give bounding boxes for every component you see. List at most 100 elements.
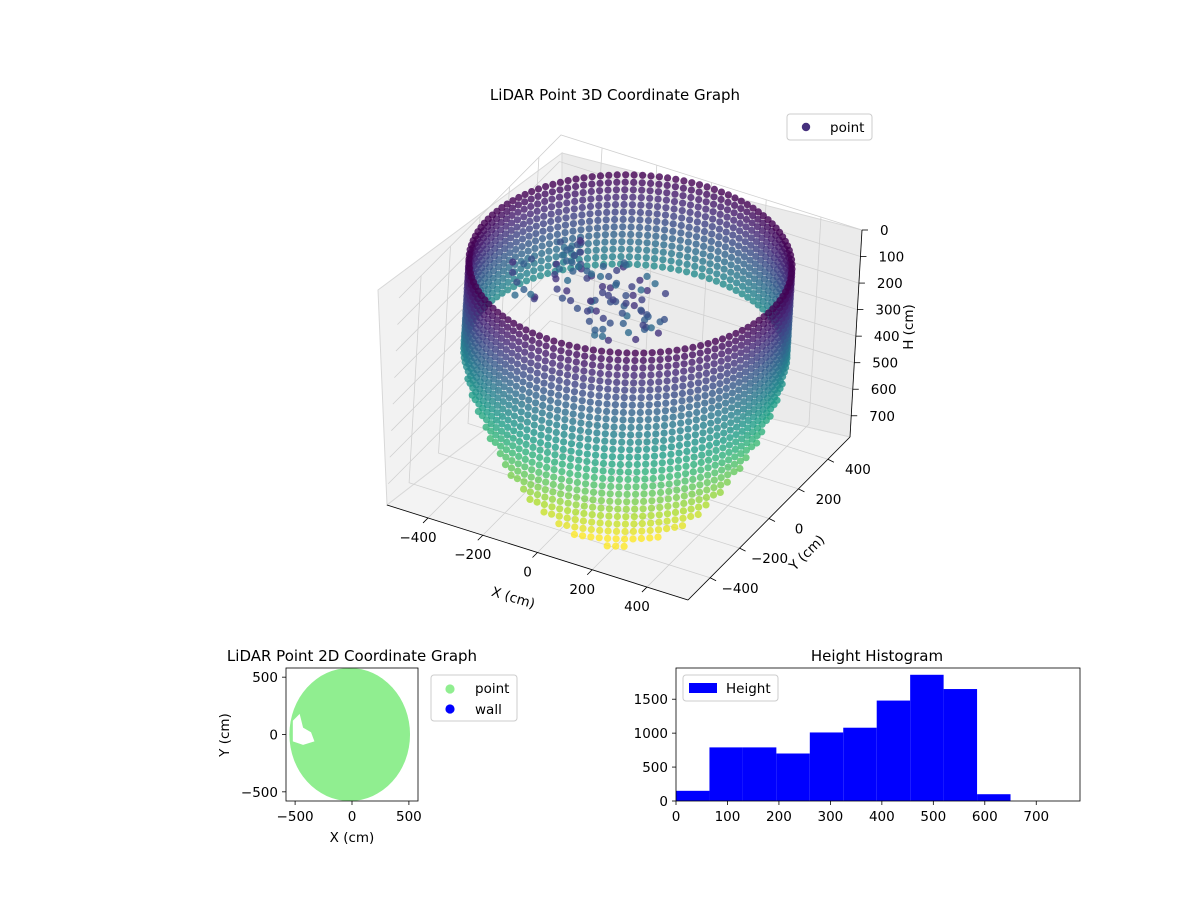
plot-3d-ticks: −400−2000200400−400−20002004000100200300… [399,223,904,615]
scatter-point [696,349,704,357]
scatter-point [667,250,676,258]
scatter-point [685,410,693,418]
scatter-point [521,198,529,206]
scatter-point [649,474,657,483]
scatter-point [721,407,729,415]
y-tick [798,488,805,493]
scatter-point [561,221,570,229]
scatter-point [633,460,641,469]
scatter-point [513,375,521,383]
scatter-point [724,463,732,471]
scatter-point [515,452,523,460]
z-axis-label-3d: H (cm) [901,304,917,350]
plot-3d-legend-label: point [830,120,864,136]
scatter-point [691,262,699,270]
scatter-point [584,247,592,255]
scatter-point [702,198,710,206]
scatter-point [547,210,555,218]
scatter-point [513,216,522,224]
scatter-point [678,389,687,398]
scatter-point [728,389,737,397]
scatter-point [646,526,654,535]
scatter-point [498,204,506,212]
x-tick-label: 200 [569,582,595,598]
scatter-point [574,464,582,472]
scatter-point [680,360,688,368]
x-tick-label: −400 [399,530,436,546]
scatter-point [515,338,523,346]
scatter-point [726,276,734,284]
scatter-point [525,232,533,240]
scatter-point [599,262,607,270]
scatter-point [712,277,721,285]
scatter-point [603,208,611,216]
scatter-point [586,202,595,210]
scatter-point [752,368,760,376]
z-tick-label: 300 [875,303,901,319]
scatter-point [508,457,516,465]
scatter-point [618,438,626,446]
scatter-point [654,329,663,337]
scatter-point [676,434,684,442]
scatter-point [663,377,671,385]
scatter-point [588,376,596,384]
scatter-point [703,479,711,487]
scatter-point [534,185,543,193]
scatter-point [609,296,617,304]
scatter-point [549,488,557,496]
scatter-point [677,419,685,427]
scatter-point [558,294,567,302]
scatter-point [638,386,646,394]
scatter-point [518,242,526,251]
scatter-point [752,376,760,384]
scatter-point [646,534,654,542]
scatter-point [608,253,617,261]
scatter-point [685,231,693,239]
scatter-point [657,488,665,497]
scatter-point [661,414,669,422]
scatter-point [599,459,608,468]
scatter-point [730,359,738,367]
scatter-point [568,258,576,267]
scatter-point [541,364,549,372]
scatter-point [562,214,570,222]
scatter-point [623,498,631,506]
scatter-point [669,420,677,429]
scatter-point [688,358,696,366]
scatter-point [563,514,571,522]
scatter-point [556,362,564,370]
scatter-point [509,334,517,342]
scatter-point [533,369,541,377]
scatter-point [558,460,566,468]
scatter-point [609,445,617,453]
scatter-point [577,412,585,420]
scatter-point [630,379,638,387]
scatter-point [600,445,609,453]
scatter-point [654,203,662,211]
scatter-point [510,427,518,435]
scatter-point [692,248,700,256]
scatter-point [711,352,719,360]
scatter-point [520,213,528,221]
scatter-point [737,197,745,205]
scatter-point [660,436,668,445]
scatter-point [700,406,708,415]
scatter-point [696,473,705,481]
x-tick [641,586,648,593]
scatter-point [604,520,613,528]
scatter-point [728,246,736,254]
scatter-point [720,273,728,281]
scatter-point [564,177,572,185]
scatter-point [527,195,535,203]
scatter-point [592,246,600,254]
scatter-point [526,381,534,389]
scatter-point [637,194,645,202]
plot-2d-data [289,668,411,801]
scatter-point [541,486,549,494]
scatter-point [735,378,743,387]
scatter-point [743,346,751,354]
scatter-point [606,355,614,364]
scatter-point [607,482,615,490]
scatter-point [523,269,531,277]
scatter-point [532,391,540,399]
